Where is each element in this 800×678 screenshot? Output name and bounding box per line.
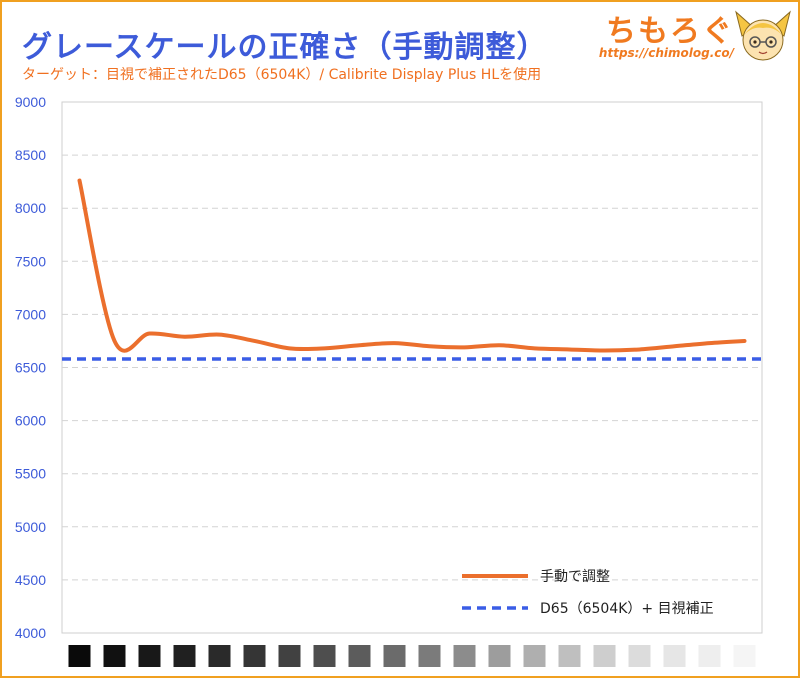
category-swatch xyxy=(348,645,371,667)
legend-label: D65（6504K）+ 目視補正 xyxy=(540,601,714,617)
category-swatch xyxy=(558,645,581,667)
category-swatch xyxy=(418,645,441,667)
category-swatch xyxy=(103,645,126,667)
category-swatch xyxy=(733,645,756,667)
mascot-icon xyxy=(735,10,791,61)
category-swatch xyxy=(208,645,231,667)
category-swatch xyxy=(243,645,266,667)
category-swatch xyxy=(488,645,511,667)
category-swatch xyxy=(698,645,721,667)
category-swatch xyxy=(663,645,686,667)
y-tick-label: 6000 xyxy=(15,413,46,429)
y-tick-label: 8500 xyxy=(15,147,46,163)
category-swatch xyxy=(278,645,301,667)
y-tick-label: 7000 xyxy=(15,306,46,322)
y-tick-label: 6500 xyxy=(15,360,46,376)
y-tick-label: 5000 xyxy=(15,519,46,535)
y-tick-label: 4000 xyxy=(15,625,46,641)
y-tick-label: 4500 xyxy=(15,572,46,588)
category-swatch xyxy=(453,645,476,667)
category-swatch xyxy=(313,645,336,667)
category-swatch xyxy=(383,645,406,667)
y-tick-label: 5500 xyxy=(15,466,46,482)
category-swatch xyxy=(593,645,616,667)
page-title: グレースケールの正確さ（手動調整） xyxy=(22,30,548,65)
category-swatch xyxy=(173,645,196,667)
brand-url: https://chimolog.co/ xyxy=(598,46,734,60)
category-swatch xyxy=(523,645,546,667)
series-line-0 xyxy=(77,178,747,353)
category-swatch xyxy=(628,645,651,667)
brand-name: ちもろぐ xyxy=(606,14,734,49)
legend-label: 手動で調整 xyxy=(540,569,610,585)
y-tick-label: 9000 xyxy=(15,94,46,110)
category-swatch xyxy=(138,645,161,667)
category-swatch xyxy=(68,645,91,667)
y-tick-label: 8000 xyxy=(15,200,46,216)
y-tick-label: 7500 xyxy=(15,253,46,269)
brand-logo: ちもろぐ https://chimolog.co/ xyxy=(599,6,734,60)
page-subtitle: ターゲット：目視で補正されたD65（6504K）/ Calibrite Disp… xyxy=(22,67,542,83)
